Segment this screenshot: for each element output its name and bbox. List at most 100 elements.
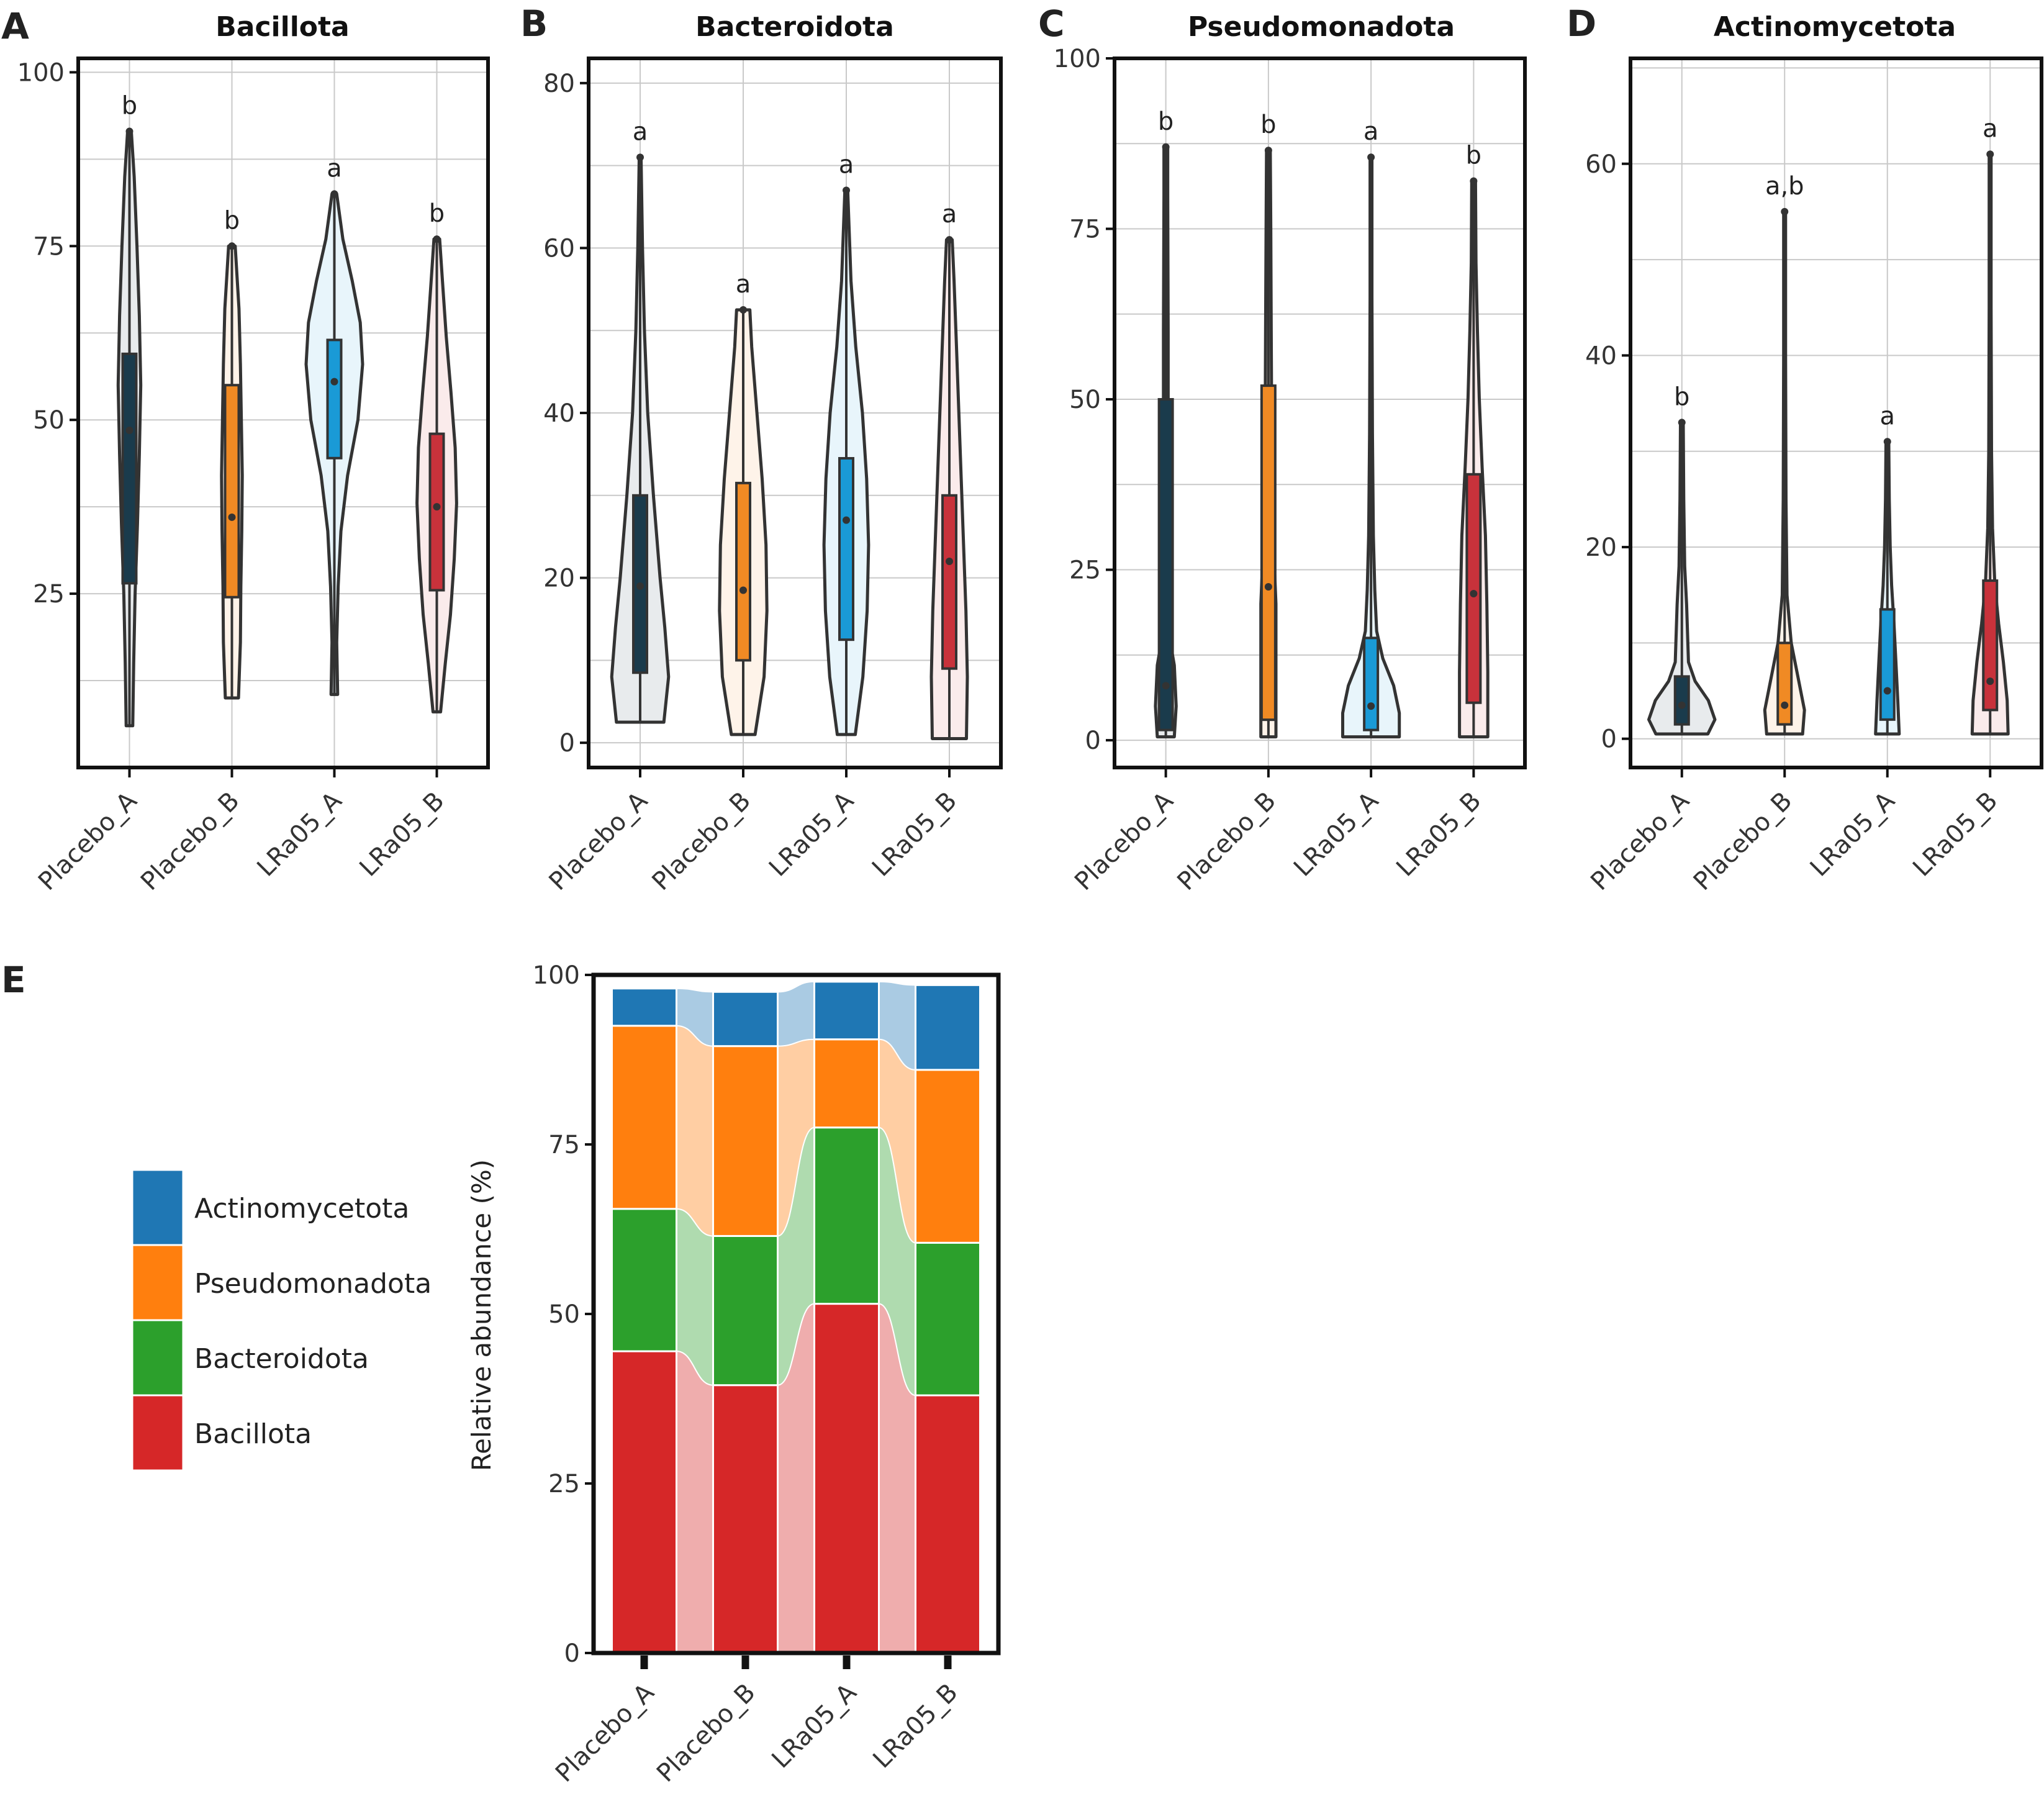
y-tick-label: 0 <box>1601 725 1617 754</box>
y-tick-label: 40 <box>1585 342 1617 370</box>
legend: Actinomycetota Pseudomonadota Bacteroidota… <box>131 1169 432 1472</box>
y-tick-label: 75 <box>33 232 65 261</box>
violin-lra05-a: a <box>822 150 871 736</box>
box <box>1260 384 1277 722</box>
bar-segment-bacillota <box>611 1350 677 1654</box>
median-point <box>739 586 747 594</box>
median-point <box>433 503 441 511</box>
bars <box>611 980 981 1654</box>
median-point <box>1781 701 1789 709</box>
violin-placebo-b: a,b <box>1763 172 1806 736</box>
violin-lra05-a: a <box>1874 402 1901 736</box>
bar-segment-bacteroidota <box>611 1208 677 1352</box>
max-point <box>1264 147 1272 155</box>
x-tick-label: Placebo_B <box>135 787 245 897</box>
bar-segment-bacteroidota <box>915 1241 981 1397</box>
significance-label: a <box>839 150 854 179</box>
y-axis: 0 25 50 75 100 <box>1054 45 1115 755</box>
significance-label: b <box>1158 107 1173 136</box>
significance-label: a <box>942 200 957 229</box>
x-tick-label: LRa05_B <box>867 1678 963 1774</box>
legend-swatch-bacillota <box>131 1394 184 1472</box>
violin-placebo-b: a <box>718 270 769 736</box>
y-tick-label: 20 <box>543 564 575 593</box>
x-tick-label: Placebo_A <box>544 786 654 896</box>
panel-letter-e: E <box>1 959 26 1001</box>
bar-segment-pseudomonadota <box>611 1025 677 1210</box>
legend-label-bacteroidota: Bacteroidota <box>194 1343 369 1375</box>
max-point <box>1883 438 1891 446</box>
y-tick-label: 50 <box>548 1300 580 1329</box>
panel-e: E Actinomycetota Pseudomonadota Bacteroido… <box>1 959 1001 1788</box>
y-tick-label: 0 <box>564 1639 580 1668</box>
bar-segment-bacillota <box>813 1303 880 1654</box>
median-point <box>946 558 953 566</box>
max-point <box>1781 207 1789 215</box>
x-tick-label: LRa05_B <box>1907 787 2003 882</box>
panel-title-b: Bacteroidota <box>695 11 894 43</box>
y-tick-label: 50 <box>33 406 65 435</box>
max-point <box>636 153 644 161</box>
plot-frame <box>1629 57 2043 769</box>
flow-bacillota <box>676 1351 714 1654</box>
y-tick-label: 25 <box>1069 556 1101 585</box>
x-tick-label: LRa05_A <box>764 786 860 882</box>
y-tick-label: 100 <box>17 58 65 87</box>
panel-title-c: Pseudomonadota <box>1188 11 1455 43</box>
x-tick-label: LRa05_A <box>766 1678 862 1774</box>
violin-lra05-a: a <box>304 154 364 696</box>
max-point <box>1678 419 1686 427</box>
max-point <box>228 242 236 250</box>
median-point <box>1986 677 1994 686</box>
legend-swatch-bacteroidota <box>131 1319 184 1397</box>
panel-letter-b: B <box>520 2 548 45</box>
x-tick-label: Placebo_B <box>647 787 757 897</box>
box <box>1157 398 1174 731</box>
legend-swatch-actinomycetota <box>131 1169 184 1246</box>
bar-segment-actinomycetota <box>813 980 880 1041</box>
max-point <box>1470 177 1478 185</box>
max-point <box>330 190 338 198</box>
x-tick-label: LRa05_A <box>1288 786 1385 882</box>
panel-b: B Bacteroidota a a a a 0 20 40 60 80 Placebo_APla… <box>520 2 1003 896</box>
y-tick-label: 0 <box>559 729 575 758</box>
y-axis: 0 25 50 75 100 <box>533 961 594 1668</box>
significance-label: a <box>327 154 342 183</box>
y-tick-label: 100 <box>1054 45 1101 73</box>
bar-segment-actinomycetota <box>611 987 677 1027</box>
y-tick-label: 20 <box>1585 533 1617 562</box>
max-point <box>843 186 850 194</box>
significance-label: a <box>633 117 648 146</box>
y-tick-label: 25 <box>548 1470 580 1498</box>
max-point <box>1162 143 1170 151</box>
x-tick-label: Placebo_A <box>550 1678 660 1788</box>
y-tick-label: 60 <box>543 234 575 263</box>
violin-placebo-b: b <box>1259 111 1278 739</box>
violin-lra05-b: a <box>929 200 969 740</box>
significance-label: b <box>429 199 445 228</box>
box <box>1982 579 1999 712</box>
significance-label: b <box>122 92 137 120</box>
violin-placebo-b: b <box>220 206 244 700</box>
y-tick-label: 40 <box>543 399 575 428</box>
significance-label: a <box>1363 117 1379 146</box>
median-point <box>1162 682 1170 690</box>
panel-title-d: Actinomycetota <box>1714 11 1956 43</box>
bar-segment-pseudomonadota <box>915 1069 981 1244</box>
y-tick-label: 80 <box>543 70 575 98</box>
plot-frame <box>76 57 490 769</box>
bar-segment-actinomycetota <box>712 990 779 1048</box>
panel-letter-d: D <box>1567 2 1596 45</box>
box <box>838 457 854 641</box>
flow-actinomycetota <box>777 980 815 1047</box>
median-point <box>1367 702 1375 710</box>
median-point <box>125 426 133 434</box>
legend-label-pseudomonadota: Pseudomonadota <box>194 1268 432 1300</box>
median-point <box>636 582 644 590</box>
